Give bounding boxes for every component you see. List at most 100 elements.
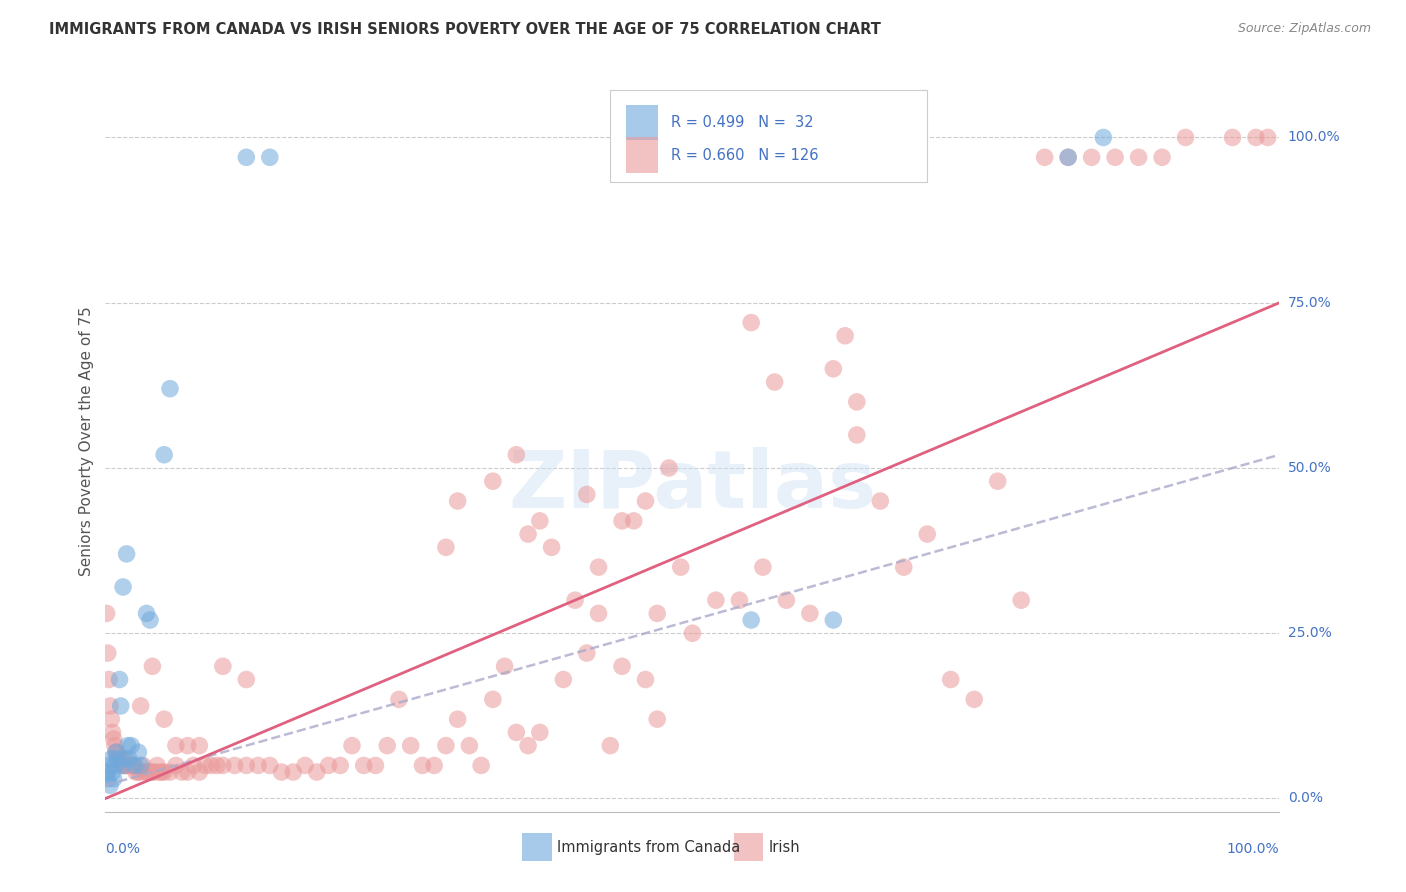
Point	[205, 758, 228, 772]
Point	[135, 607, 157, 621]
Point	[259, 758, 281, 772]
Point	[165, 739, 187, 753]
Point	[823, 613, 845, 627]
Point	[107, 752, 129, 766]
Point	[740, 316, 762, 330]
Point	[318, 758, 340, 772]
Point	[105, 745, 128, 759]
Point	[1222, 130, 1244, 145]
Point	[235, 150, 257, 164]
Text: R = 0.499   N =  32: R = 0.499 N = 32	[671, 115, 814, 130]
Text: ZIPatlas: ZIPatlas	[509, 447, 876, 525]
Point	[669, 560, 692, 574]
Point	[1244, 130, 1267, 145]
Point	[845, 395, 868, 409]
Point	[127, 765, 149, 780]
Point	[529, 514, 551, 528]
Y-axis label: Seniors Poverty Over the Age of 75: Seniors Poverty Over the Age of 75	[79, 307, 94, 576]
Point	[634, 673, 657, 687]
Text: Source: ZipAtlas.com: Source: ZipAtlas.com	[1237, 22, 1371, 36]
Point	[458, 739, 481, 753]
Point	[159, 382, 181, 396]
Point	[148, 765, 170, 780]
Point	[270, 765, 292, 780]
Point	[482, 474, 505, 488]
Point	[115, 547, 138, 561]
Point	[235, 673, 257, 687]
Point	[129, 698, 152, 713]
Point	[364, 758, 387, 772]
Point	[752, 560, 775, 574]
Point	[917, 527, 939, 541]
Point	[105, 745, 128, 759]
Point	[1128, 150, 1150, 164]
Point	[588, 607, 610, 621]
Point	[183, 758, 205, 772]
Point	[97, 772, 120, 786]
Point	[110, 698, 132, 713]
FancyBboxPatch shape	[522, 833, 551, 862]
Point	[105, 752, 128, 766]
Point	[104, 739, 127, 753]
Point	[799, 607, 821, 621]
Point	[98, 673, 121, 687]
Point	[114, 758, 136, 772]
Point	[987, 474, 1010, 488]
Point	[97, 646, 120, 660]
Point	[283, 765, 305, 780]
Point	[869, 494, 891, 508]
Point	[139, 765, 162, 780]
Point	[111, 752, 134, 766]
Text: 0.0%: 0.0%	[105, 842, 141, 856]
Point	[153, 448, 176, 462]
Point	[1104, 150, 1126, 164]
Point	[259, 150, 281, 164]
Point	[188, 739, 211, 753]
Point	[120, 758, 142, 772]
Point	[103, 772, 125, 786]
Point	[728, 593, 751, 607]
Point	[98, 758, 121, 772]
Point	[136, 765, 159, 780]
Point	[120, 739, 142, 753]
Point	[100, 712, 122, 726]
Text: 0.0%: 0.0%	[1288, 791, 1323, 805]
Point	[740, 613, 762, 627]
Point	[176, 765, 198, 780]
Point	[1092, 130, 1115, 145]
Point	[122, 758, 145, 772]
Point	[153, 765, 176, 780]
Point	[375, 739, 398, 753]
Point	[1080, 150, 1102, 164]
Point	[682, 626, 704, 640]
Point	[834, 328, 856, 343]
Point	[588, 560, 610, 574]
Point	[98, 778, 121, 792]
Point	[775, 593, 797, 607]
FancyBboxPatch shape	[734, 833, 763, 862]
Point	[599, 739, 621, 753]
Point	[104, 758, 127, 772]
Point	[1057, 150, 1080, 164]
Point	[963, 692, 986, 706]
Point	[112, 758, 135, 772]
Point	[101, 765, 124, 780]
Point	[98, 698, 121, 713]
Point	[505, 725, 527, 739]
Text: 100.0%: 100.0%	[1288, 130, 1340, 145]
Point	[112, 580, 135, 594]
Point	[564, 593, 586, 607]
Point	[388, 692, 411, 706]
Point	[170, 765, 193, 780]
Text: 75.0%: 75.0%	[1288, 296, 1331, 310]
Point	[132, 758, 155, 772]
Point	[529, 725, 551, 739]
Point	[505, 448, 527, 462]
FancyBboxPatch shape	[626, 104, 658, 140]
Point	[96, 765, 118, 780]
Point	[1150, 150, 1173, 164]
Point	[893, 560, 915, 574]
Text: 25.0%: 25.0%	[1288, 626, 1331, 640]
Point	[96, 607, 118, 621]
Point	[103, 731, 125, 746]
